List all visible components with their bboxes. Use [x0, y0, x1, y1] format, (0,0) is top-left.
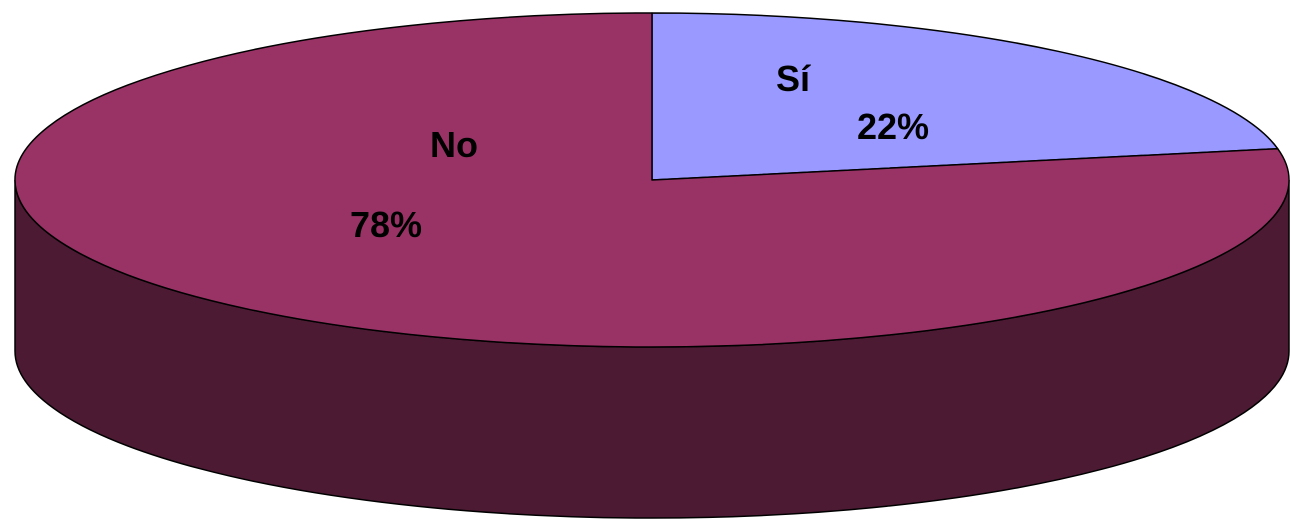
slice-value-no: 78% [350, 204, 422, 245]
slice-label-si: Sí [776, 58, 811, 99]
slice-value-si: 22% [857, 106, 929, 147]
pie-slice-no [14, 12, 1290, 348]
slice-label-no: No [430, 124, 478, 165]
pie-slice-si [651, 12, 1279, 181]
